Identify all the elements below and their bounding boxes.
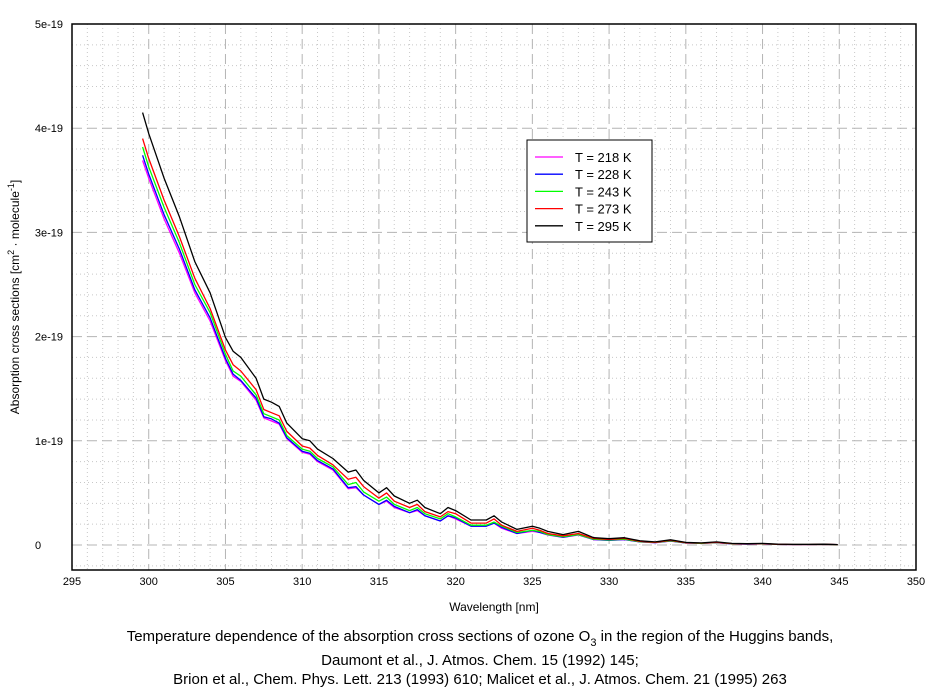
caption-line-2: Daumont et al., J. Atmos. Chem. 15 (1992… — [321, 652, 639, 669]
x-tick-label: 305 — [216, 576, 234, 588]
series-line-295K — [141, 112, 838, 546]
legend-label: T = 228 K — [575, 167, 632, 182]
legend-label: T = 295 K — [575, 219, 632, 234]
x-tick-label: 295 — [63, 576, 81, 588]
series-group — [141, 112, 838, 546]
x-tick-label: 325 — [523, 576, 541, 588]
x-tick-label: 345 — [830, 576, 848, 588]
series-line-273K — [141, 138, 838, 546]
legend-label: T = 243 K — [575, 184, 632, 199]
x-tick-label: 350 — [907, 576, 925, 588]
legend: T = 218 K T = 228 K T = 243 K T = 273 K T = … — [526, 139, 653, 243]
y-axis-label: Absorption cross sections [cm2 · molecul… — [6, 180, 22, 414]
series-line-228K — [141, 155, 838, 546]
x-tick-label: 300 — [140, 576, 158, 588]
legend-label: T = 218 K — [575, 150, 632, 165]
y-tick-label: 5e-19 — [35, 19, 63, 31]
y-tick-label: 3e-19 — [35, 227, 63, 239]
y-tick-label: 2e-19 — [35, 332, 63, 344]
y-tick-label: 1e-19 — [35, 436, 63, 448]
x-tick-label: 320 — [446, 576, 464, 588]
x-axis-label: Wavelength [nm] — [449, 600, 539, 614]
x-tick-label: 340 — [753, 576, 771, 588]
x-tick-label: 330 — [600, 576, 618, 588]
x-tick-label: 335 — [677, 576, 695, 588]
x-tick-label: 315 — [370, 576, 388, 588]
caption-line-3: Brion et al., Chem. Phys. Lett. 213 (199… — [173, 671, 787, 688]
series-line-243K — [141, 146, 838, 546]
x-tick-label: 310 — [293, 576, 311, 588]
legend-label: T = 273 K — [575, 202, 632, 217]
y-tick-label: 4e-19 — [35, 123, 63, 135]
tick-labels: 295 300 305 310 315 320 325 330 335 340 345 350 0 1e-… — [35, 19, 925, 588]
caption-line-1: Temperature dependence of the absorption… — [127, 628, 834, 649]
series-line-218K — [141, 160, 838, 546]
y-tick-label: 0 — [35, 540, 41, 552]
grid — [72, 24, 916, 570]
plot-frame — [71, 23, 917, 571]
